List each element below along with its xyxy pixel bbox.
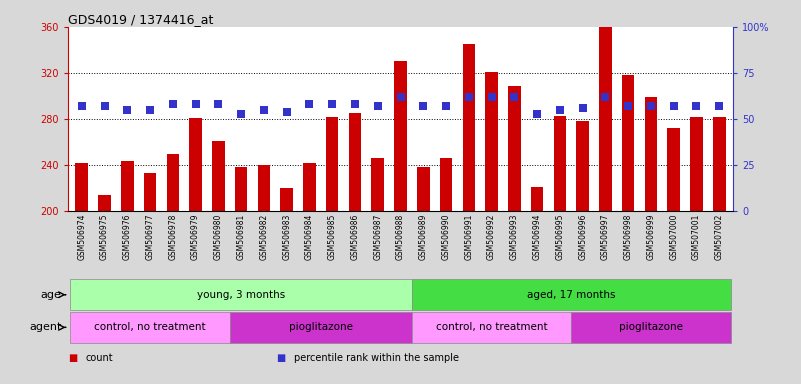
- Text: age: age: [41, 290, 62, 300]
- Text: count: count: [86, 353, 113, 363]
- Text: agent: agent: [30, 322, 62, 333]
- Text: pioglitazone: pioglitazone: [289, 322, 352, 333]
- Text: GDS4019 / 1374416_at: GDS4019 / 1374416_at: [68, 13, 213, 26]
- Bar: [70, 279, 412, 310]
- Bar: [440, 158, 453, 211]
- Bar: [599, 27, 612, 211]
- Bar: [485, 72, 498, 211]
- Bar: [462, 44, 475, 211]
- Text: percentile rank within the sample: percentile rank within the sample: [294, 353, 459, 363]
- Text: young, 3 months: young, 3 months: [197, 290, 285, 300]
- Bar: [394, 61, 407, 211]
- Bar: [235, 167, 248, 211]
- Bar: [412, 279, 731, 310]
- Bar: [372, 158, 384, 211]
- Bar: [577, 121, 589, 211]
- Bar: [75, 163, 88, 211]
- Bar: [645, 97, 657, 211]
- Bar: [70, 312, 230, 343]
- Bar: [553, 116, 566, 211]
- Bar: [571, 312, 731, 343]
- Bar: [121, 161, 134, 211]
- Bar: [417, 167, 429, 211]
- Text: ■: ■: [68, 353, 78, 363]
- Text: control, no treatment: control, no treatment: [436, 322, 547, 333]
- Bar: [99, 195, 111, 211]
- Bar: [348, 113, 361, 211]
- Bar: [230, 312, 412, 343]
- Text: ■: ■: [276, 353, 286, 363]
- Bar: [531, 187, 543, 211]
- Bar: [189, 118, 202, 211]
- Bar: [412, 312, 571, 343]
- Text: pioglitazone: pioglitazone: [619, 322, 683, 333]
- Text: control, no treatment: control, no treatment: [95, 322, 206, 333]
- Text: aged, 17 months: aged, 17 months: [527, 290, 615, 300]
- Bar: [167, 154, 179, 211]
- Bar: [667, 128, 680, 211]
- Bar: [326, 117, 339, 211]
- Bar: [713, 117, 726, 211]
- Bar: [280, 188, 293, 211]
- Bar: [622, 75, 634, 211]
- Bar: [212, 141, 224, 211]
- Bar: [258, 165, 270, 211]
- Bar: [508, 86, 521, 211]
- Bar: [303, 163, 316, 211]
- Bar: [144, 173, 156, 211]
- Bar: [690, 117, 702, 211]
